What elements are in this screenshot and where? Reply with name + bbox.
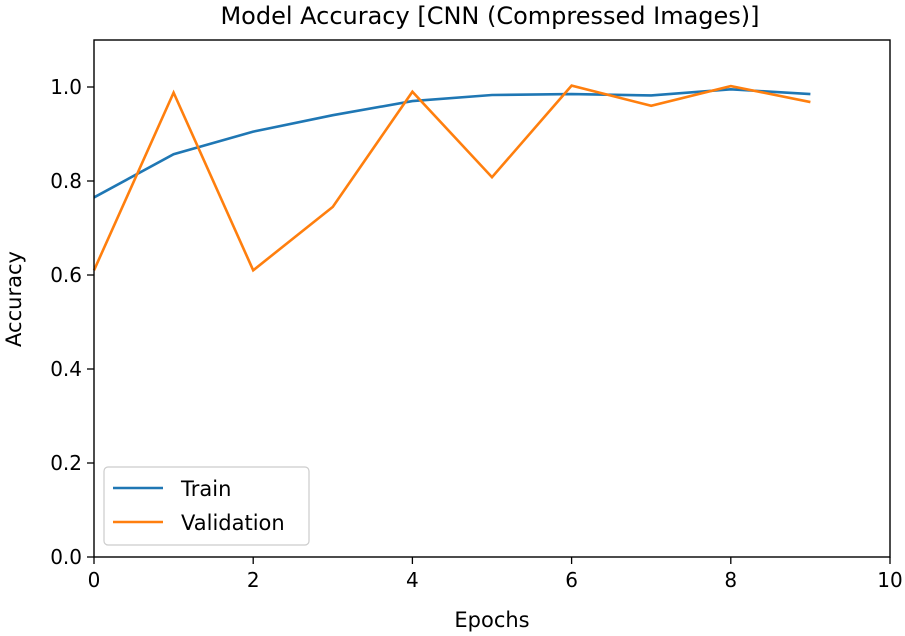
x-tick-label: 2 [247,568,260,592]
y-tick-label: 0.2 [50,451,82,475]
series-line-train [93,88,811,199]
y-tick-label: 0.6 [50,263,82,287]
x-tick-label: 0 [88,568,101,592]
y-tick-label: 0.0 [50,545,82,569]
y-tick-label: 0.4 [50,357,82,381]
x-tick-label: 8 [724,568,737,592]
series-line-validation [92,84,811,273]
y-axis-label: Accuracy [2,251,26,347]
series-lines [92,84,811,273]
x-axis-ticks: 0 2 4 6 8 10 [88,557,903,592]
x-tick-label: 10 [877,568,902,592]
chart-title: Model Accuracy [CNN (Compressed Images)] [220,2,759,30]
y-axis-ticks: 0.0 0.2 0.4 0.6 0.8 1.0 [50,75,94,569]
legend-train-label: Train [180,477,231,501]
x-tick-label: 6 [565,568,578,592]
x-axis-label: Epochs [454,608,529,632]
legend-validation-label: Validation [181,511,285,535]
plot-frame [93,39,891,558]
legend-box [103,466,310,546]
x-tick-label: 4 [406,568,419,592]
y-tick-label: 1.0 [50,75,82,99]
y-tick-label: 0.8 [50,169,82,193]
legend: Train Validation [103,466,310,546]
